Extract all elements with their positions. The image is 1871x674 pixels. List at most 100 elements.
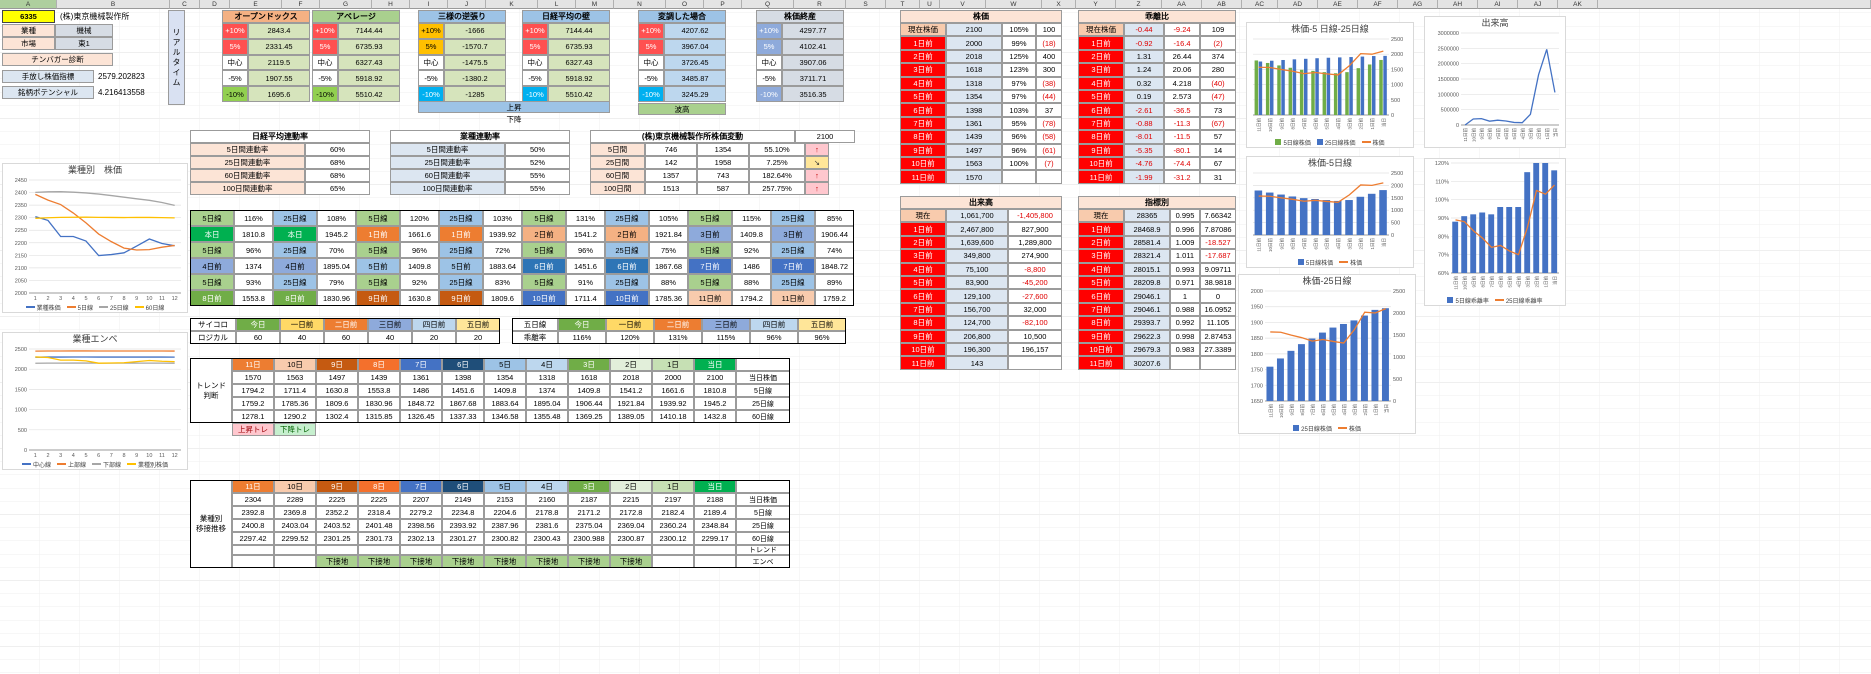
column-header-K[interactable]: K [486, 0, 538, 9]
column-header-Y[interactable]: Y [1076, 0, 1116, 9]
sector-env-cell[interactable]: 下接地 [568, 555, 610, 568]
column-header-M[interactable]: M [576, 0, 614, 9]
volume-table-cell[interactable]: 現在 [900, 209, 946, 223]
column-header-AA[interactable]: AA [1162, 0, 1202, 9]
kairi-table-cell[interactable]: -0.88 [1124, 116, 1164, 131]
kairi-table-cell[interactable]: 9日前 [1078, 143, 1124, 157]
chart-kairi-rate[interactable]: 60% 70% 80% 90% 100% 110% 120% 11日前 10日前 9日前 8日前 7日… [1424, 158, 1566, 306]
sector-cell[interactable]: 2348.84 [694, 519, 736, 532]
volume-table-cell[interactable]: 9日前 [900, 329, 946, 343]
forecast-value[interactable]: 3907.06 [782, 54, 844, 71]
forecast-pct-label[interactable]: -10% [638, 86, 664, 102]
ratio-grid-cell[interactable]: 10日前 [605, 290, 649, 306]
sector-cell[interactable]: 2215 [610, 493, 652, 506]
kairi-value[interactable]: 131% [654, 331, 702, 344]
sector-cell[interactable]: 2153 [484, 493, 526, 506]
forecast-pct-label[interactable]: 中心 [756, 54, 782, 71]
ratio-grid-cell[interactable]: 1日前 [439, 226, 483, 242]
market-value[interactable]: 東1 [55, 37, 113, 50]
volume-table-cell[interactable]: -82,100 [1008, 316, 1062, 330]
ratio-grid-cell[interactable]: 1759.2 [815, 290, 854, 306]
sector-cell[interactable]: 2318.4 [358, 506, 400, 519]
trend-cell[interactable]: 1409.8 [568, 384, 610, 397]
index-table-cell[interactable]: 29046.1 [1124, 289, 1170, 303]
forecast-pct-label[interactable]: +10% [312, 23, 338, 39]
trend-cell[interactable]: 1374 [526, 384, 568, 397]
ratio-grid-cell[interactable]: 105% [649, 210, 688, 226]
forecast-value[interactable]: 2119.5 [248, 54, 310, 71]
kairi-table-cell[interactable]: 109 [1200, 23, 1236, 37]
ratio-grid-cell[interactable]: 79% [317, 274, 356, 290]
index-table-cell[interactable]: 2日前 [1078, 235, 1124, 250]
ratio-grid-cell[interactable]: 116% [234, 210, 273, 226]
index-table-cell[interactable]: 0.983 [1170, 343, 1200, 357]
index-table-cell[interactable]: 7.66342 [1200, 209, 1236, 223]
column-header-A[interactable]: A [0, 0, 57, 9]
forecast-value[interactable]: 5510.42 [548, 86, 610, 102]
kairi-table-cell[interactable]: -5.35 [1124, 143, 1164, 157]
price-table-cell[interactable]: 11日前 [900, 170, 946, 184]
ratio-grid-cell[interactable]: 1921.84 [649, 226, 688, 242]
index-table-cell[interactable]: 1 [1170, 289, 1200, 303]
index-table-cell[interactable]: -17.687 [1200, 249, 1236, 263]
trend-cell[interactable]: 1315.85 [358, 410, 400, 423]
kairi-table-cell[interactable]: -11.3 [1164, 116, 1200, 131]
sector-env-cell[interactable]: 下接地 [316, 555, 358, 568]
price-move-value-2[interactable]: 743 [697, 169, 749, 182]
trend-cell[interactable]: 1630.8 [316, 384, 358, 397]
trend-cell[interactable]: 1389.05 [610, 410, 652, 423]
kairi-table-cell[interactable]: 7日前 [1078, 116, 1124, 131]
ratio-grid-cell[interactable]: 6日前 [605, 258, 649, 274]
trend-cell[interactable]: 1354 [484, 371, 526, 384]
ratio-grid-cell[interactable]: 25日線 [439, 210, 483, 226]
index-table-cell[interactable]: 0.995 [1170, 209, 1200, 223]
price-table-cell[interactable]: (18) [1036, 36, 1062, 50]
kairi-table-cell[interactable]: -1.99 [1124, 170, 1164, 184]
index-table-cell[interactable]: 8日前 [1078, 316, 1124, 330]
index-table-cell[interactable]: 11.105 [1200, 316, 1236, 330]
column-header-L[interactable]: L [538, 0, 576, 9]
sector-day-header[interactable]: 10日 [274, 480, 316, 493]
forecast-pct-label[interactable]: -10% [756, 86, 782, 102]
volume-table-cell[interactable]: -45,200 [1008, 276, 1062, 290]
column-header-H[interactable]: H [372, 0, 410, 9]
index-table-cell[interactable]: 0.996 [1170, 222, 1200, 236]
sector-env-cell[interactable] [274, 555, 316, 568]
price-table-cell[interactable]: 100% [1002, 157, 1036, 171]
kairi-table-cell[interactable]: 5日前 [1078, 90, 1124, 104]
price-move-range-label[interactable]: 60日間 [590, 169, 645, 182]
psych-day-header[interactable]: 三日前 [368, 318, 412, 331]
ratio-grid-cell[interactable]: 7日前 [771, 258, 815, 274]
ratio-grid-cell[interactable]: 本日 [273, 226, 317, 242]
sector-cell[interactable]: 2375.04 [568, 519, 610, 532]
ratio-grid-cell[interactable]: 103% [483, 210, 522, 226]
price-table-cell[interactable]: 37 [1036, 103, 1062, 117]
index-table-cell[interactable]: 0 [1200, 289, 1236, 303]
trend-cell[interactable]: 1906.44 [568, 397, 610, 410]
kairi-table-cell[interactable]: (67) [1200, 116, 1236, 131]
forecast-value[interactable]: 6735.93 [548, 38, 610, 55]
volume-table-cell[interactable]: 10日前 [900, 343, 946, 357]
ratio-grid-cell[interactable]: 4日前 [190, 258, 234, 274]
ratio-grid-cell[interactable]: 115% [732, 210, 771, 226]
sell-price-value[interactable]: 2579.202823 [98, 72, 145, 81]
sector-cell[interactable]: 2302.13 [400, 532, 442, 545]
price-table-cell[interactable]: 1318 [946, 76, 1002, 90]
column-header-AB[interactable]: AB [1202, 0, 1242, 9]
ratio-grid-cell[interactable]: 1541.2 [566, 226, 605, 242]
column-header-Z[interactable]: Z [1116, 0, 1162, 9]
ratio-grid-cell[interactable]: 1830.96 [317, 290, 356, 306]
price-table-cell[interactable]: 96% [1002, 143, 1036, 157]
kairi-table-cell[interactable]: -0.92 [1124, 36, 1164, 50]
column-header-AK[interactable]: AK [1558, 0, 1598, 9]
sector-env-cell[interactable]: 下接地 [400, 555, 442, 568]
sector-trend-cell[interactable] [652, 545, 694, 555]
ratio-grid-cell[interactable]: 72% [483, 242, 522, 258]
correlation-value[interactable]: 68% [305, 156, 370, 169]
volume-table-cell[interactable]: 5日前 [900, 276, 946, 290]
kairi-table-cell[interactable]: -4.76 [1124, 157, 1164, 171]
sector-trend-cell[interactable] [526, 545, 568, 555]
price-move-value-2[interactable]: 1958 [697, 156, 749, 169]
index-table-cell[interactable]: 29679.3 [1124, 343, 1170, 357]
kairi-value[interactable]: 115% [702, 331, 750, 344]
